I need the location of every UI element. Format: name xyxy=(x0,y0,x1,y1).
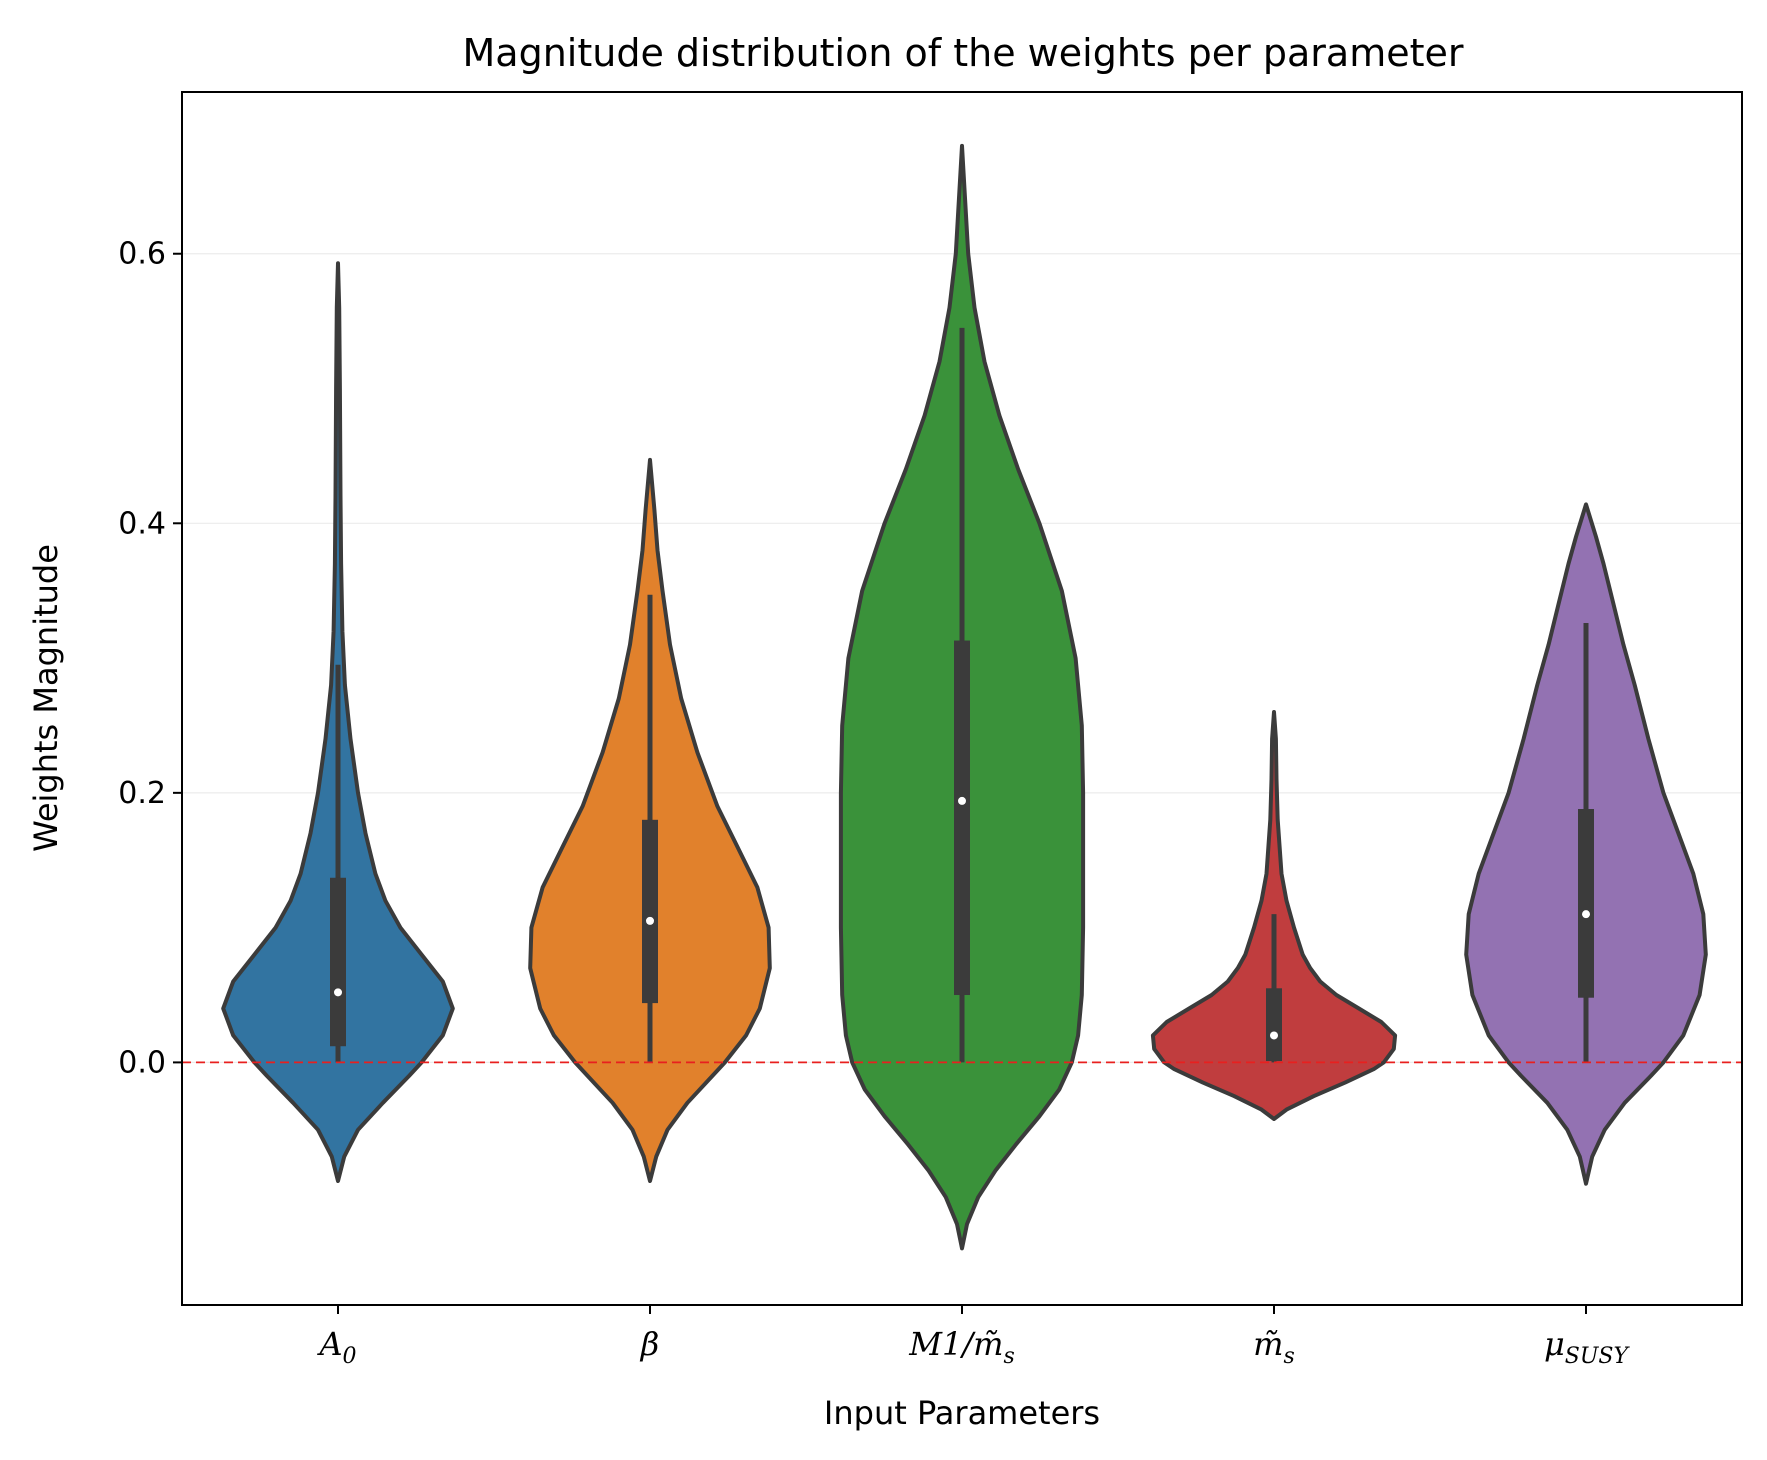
violin-iqr-box xyxy=(1266,988,1282,1062)
violin xyxy=(528,457,772,1183)
violin-median-point xyxy=(646,916,654,925)
y-tick-label: 0.2 xyxy=(118,776,166,811)
violin-median-point xyxy=(334,988,342,997)
x-tick-label: A0 xyxy=(316,1325,356,1369)
violin xyxy=(838,143,1086,1251)
x-axis-ticks: A0 β M1/m̃s m̃s μSUSY xyxy=(316,1305,1630,1369)
x-tick-label: β xyxy=(640,1325,660,1363)
chart-title: Magnitude distribution of the weights pe… xyxy=(463,31,1464,75)
x-axis-title: Input Parameters xyxy=(824,1394,1100,1432)
violins xyxy=(221,143,1708,1251)
violin-median-point xyxy=(1582,910,1590,919)
violin-iqr-box xyxy=(330,877,346,1047)
y-tick-label: 0.6 xyxy=(118,237,166,272)
violin-median-point xyxy=(1270,1031,1278,1040)
x-tick-label: m̃s xyxy=(1253,1325,1295,1369)
violin xyxy=(1464,502,1708,1186)
violin-iqr-box xyxy=(1578,809,1594,998)
y-tick-label: 0.4 xyxy=(118,506,166,541)
violin-iqr-box xyxy=(954,640,970,996)
x-tick-label: M1/m̃s xyxy=(908,1325,1015,1369)
violin-iqr-box xyxy=(642,819,658,1004)
y-tick-label: 0.0 xyxy=(118,1045,166,1080)
x-tick-label: μSUSY xyxy=(1544,1325,1630,1369)
y-axis-title: Weights Magnitude xyxy=(27,544,65,852)
violin xyxy=(221,261,455,1183)
violin xyxy=(1150,710,1398,1121)
y-axis-ticks: 0.0 0.2 0.4 0.6 xyxy=(118,237,182,1080)
violin-median-point xyxy=(958,796,966,805)
